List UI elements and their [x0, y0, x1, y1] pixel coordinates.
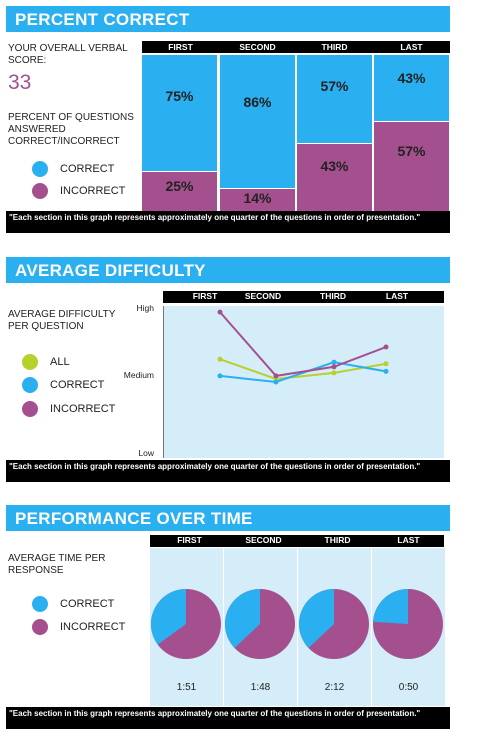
legend-incorrect-3: INCORRECT [32, 619, 125, 635]
correct-dot-icon [32, 161, 48, 177]
bar-correct-last: 43% [374, 55, 449, 121]
pie-slice-correct-last [373, 589, 408, 624]
point-all-first [217, 356, 223, 362]
column-header-last: LAST [400, 42, 423, 52]
column-header-third-3: THIRD [324, 535, 351, 545]
all-dot-icon [22, 354, 38, 370]
column-header-third: THIRD [321, 42, 348, 52]
time-last: 0:50 [398, 682, 419, 693]
legend-correct-3: CORRECT [32, 596, 114, 612]
legend-incorrect-label-2: INCORRECT [50, 403, 116, 415]
legend-all-label: ALL [50, 356, 70, 368]
point-incorrect-last [383, 344, 389, 350]
section-title-average-difficulty: AVERAGE DIFFICULTY [6, 257, 450, 283]
legend-correct-label: CORRECT [60, 163, 115, 175]
legend-incorrect: INCORRECT [32, 183, 125, 199]
point-incorrect-third [331, 364, 337, 370]
pie-column-first: 1:51 [150, 548, 223, 706]
column-header-last-3: LAST [397, 535, 420, 545]
y-tick-low: Low [138, 448, 154, 458]
correct-dot-icon [32, 596, 48, 612]
legend-all: ALL [22, 354, 70, 370]
difficulty-line-chart [217, 309, 389, 385]
bar-incorrect-last: 57% [374, 122, 449, 211]
pie-column-third: 2:12 [298, 548, 371, 706]
footnote-time: "Each section in this graph represents a… [6, 707, 450, 729]
bar-correct-third: 57% [297, 55, 372, 143]
legend-correct-label-2: CORRECT [50, 379, 105, 391]
point-correct-last [383, 368, 389, 374]
footnote-difficulty: "Each section in this graph represents a… [6, 460, 450, 482]
percent-description: PERCENT OF QUESTIONS ANSWERED CORRECT/IN… [8, 112, 134, 147]
score-label: YOUR OVERALL VERBAL SCORE: [8, 43, 128, 66]
column-header-second: SECOND [239, 42, 276, 52]
pie-last [373, 589, 443, 659]
column-header-first-3: FIRST [177, 535, 202, 545]
bar-incorrect-third: 43% [297, 144, 372, 211]
point-correct-second [273, 379, 279, 385]
point-incorrect-first [217, 309, 223, 315]
pie-first [150, 589, 221, 659]
bar-incorrect-first: 25% [142, 172, 217, 211]
legend-correct-label-3: CORRECT [60, 598, 115, 610]
y-tick-medium: Medium [123, 370, 154, 380]
difficulty-description: AVERAGE DIFFICULTY PER QUESTION [8, 309, 116, 332]
overall-score: 33 [8, 71, 32, 94]
legend-correct-2: CORRECT [22, 377, 104, 393]
point-all-third [331, 370, 337, 376]
column-header-second-3: SECOND [245, 535, 282, 545]
time-third: 2:12 [324, 682, 345, 693]
column-header-first-2: FIRST [192, 291, 218, 301]
pie-slice-correct-second [225, 589, 260, 648]
column-header-third-2: THIRD [320, 291, 346, 301]
line-incorrect [219, 311, 387, 377]
point-correct-first [217, 373, 223, 379]
pie-slice-correct-first [150, 589, 186, 645]
bar-correct-second: 86% [220, 55, 295, 188]
legend-incorrect-2: INCORRECT [22, 401, 115, 417]
column-header-second-2: SECOND [244, 291, 282, 301]
section-title-performance-over-time: PERFORMANCE OVER TIME [6, 505, 450, 531]
line-all [219, 358, 387, 381]
column-header-bar-3 [150, 535, 444, 547]
incorrect-dot-icon [22, 401, 38, 417]
point-incorrect-second [273, 373, 279, 379]
column-header-bar-2 [163, 291, 444, 303]
pie-slice-correct-third [299, 589, 334, 648]
difficulty-plot-area [163, 306, 444, 458]
pie-third [299, 589, 369, 659]
correct-dot-icon [22, 377, 38, 393]
incorrect-dot-icon [32, 619, 48, 635]
footnote-percent: "Each section in this graph represents a… [6, 211, 450, 233]
legend-incorrect-label: INCORRECT [60, 185, 126, 197]
y-tick-high: High [136, 303, 154, 313]
pie-column-last: 0:50 [372, 548, 445, 706]
bar-correct-first: 75% [142, 55, 217, 171]
legend-incorrect-label-3: INCORRECT [60, 621, 126, 633]
section-title-percent-correct: PERCENT CORRECT [6, 6, 450, 32]
column-header-first: FIRST [168, 42, 193, 52]
point-all-last [383, 361, 389, 367]
time-first: 1:51 [176, 682, 197, 693]
legend-correct: CORRECT [32, 161, 114, 177]
point-correct-third [331, 359, 337, 365]
pie-column-second: 1:48 [224, 548, 297, 706]
time-second: 1:48 [250, 682, 271, 693]
incorrect-dot-icon [32, 183, 48, 199]
pie-second [225, 589, 295, 659]
column-header-bar [142, 41, 450, 53]
time-description: AVERAGE TIME PER RESPONSE [8, 553, 106, 576]
column-header-last-2: LAST [385, 291, 409, 301]
bar-incorrect-second: 14% [220, 189, 295, 211]
